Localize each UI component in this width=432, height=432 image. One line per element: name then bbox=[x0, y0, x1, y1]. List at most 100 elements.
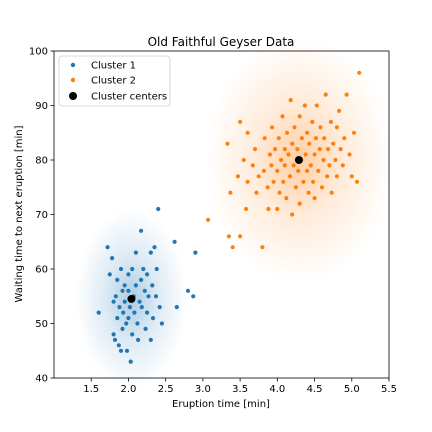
cluster-1-point bbox=[191, 294, 196, 299]
cluster-2-point bbox=[297, 114, 302, 119]
cluster-1-point bbox=[115, 316, 120, 321]
cluster-1-point bbox=[96, 310, 101, 315]
cluster-1-point bbox=[143, 326, 148, 331]
cluster-2-point bbox=[275, 206, 280, 212]
cluster-1-point bbox=[142, 288, 147, 293]
cluster-2-point bbox=[347, 152, 352, 157]
cluster-2-point bbox=[329, 190, 334, 195]
cluster-2-point bbox=[321, 157, 326, 163]
cluster-2-point bbox=[312, 196, 317, 201]
cluster-2-point bbox=[325, 147, 331, 152]
cluster-2-point bbox=[256, 174, 261, 179]
cluster-1-point bbox=[156, 206, 161, 212]
cluster-1-point bbox=[126, 272, 131, 277]
legend-marker-cluster-1 bbox=[70, 62, 76, 68]
cluster-1-point bbox=[126, 288, 131, 293]
cluster-2-point bbox=[245, 179, 250, 184]
cluster-1-point bbox=[124, 321, 129, 326]
cluster-2-point bbox=[276, 136, 281, 141]
cluster-1-point bbox=[118, 348, 124, 353]
cluster-2-point bbox=[287, 174, 293, 179]
cluster-2-point bbox=[262, 136, 267, 141]
cluster-2-point bbox=[301, 179, 306, 184]
cluster-2-point bbox=[260, 245, 265, 250]
cluster-1-point bbox=[174, 305, 179, 310]
cluster-2-point bbox=[322, 136, 327, 141]
cluster-1-point bbox=[113, 294, 118, 299]
y-tick-label: 40 bbox=[35, 374, 48, 385]
x-tick-label: 3.5 bbox=[232, 384, 248, 395]
cluster-2-point bbox=[292, 125, 297, 130]
cluster-2-point bbox=[252, 147, 258, 152]
cluster-2-point bbox=[225, 141, 230, 146]
cluster-2-point bbox=[226, 234, 231, 239]
legend-marker-cluster-2 bbox=[70, 77, 76, 83]
cluster-2-point bbox=[284, 130, 290, 135]
cluster-1-point bbox=[130, 332, 135, 337]
x-axis: 1.5 2.0 2.5 3.0 3.5 4.0 4.5 5.0 5.5 bbox=[83, 378, 397, 395]
cluster-1-point bbox=[118, 266, 124, 272]
cluster-2-point bbox=[331, 141, 336, 146]
cluster-2-point bbox=[338, 147, 343, 152]
cluster-2-point bbox=[342, 136, 347, 141]
cluster-2-point bbox=[261, 168, 266, 173]
cluster-2-point bbox=[270, 125, 275, 130]
cluster-2-point bbox=[279, 157, 284, 163]
cluster-1-point bbox=[127, 305, 132, 310]
y-tick-label: 90 bbox=[35, 101, 48, 112]
cluster-2-point bbox=[316, 168, 321, 173]
x-tick-label: 5.5 bbox=[381, 384, 397, 395]
cluster-1-point bbox=[115, 277, 120, 282]
cluster-2-point bbox=[284, 196, 289, 201]
cluster-2-point bbox=[295, 147, 300, 152]
cluster-center-1 bbox=[127, 294, 136, 303]
cluster-2-point bbox=[312, 152, 317, 157]
cluster-1-point bbox=[150, 316, 156, 321]
cluster-1-point bbox=[130, 266, 135, 272]
cluster-2-point bbox=[228, 190, 233, 195]
cluster-1-point bbox=[139, 305, 144, 310]
x-tick-label: 2.5 bbox=[158, 384, 174, 395]
cluster-2-point bbox=[271, 179, 276, 184]
cluster-1-point bbox=[148, 250, 153, 255]
y-axis: 40 50 60 70 80 90 100 bbox=[29, 47, 54, 385]
legend-label-cluster-1: Cluster 1 bbox=[91, 61, 136, 72]
cluster-2-point bbox=[286, 152, 291, 157]
cluster-2-point bbox=[337, 108, 342, 113]
cluster-2-point bbox=[277, 190, 282, 195]
cluster-2-point bbox=[308, 163, 313, 168]
cluster-2-point bbox=[266, 206, 271, 212]
cluster-1-point bbox=[132, 310, 137, 315]
cluster-2-point bbox=[293, 185, 298, 190]
cluster-1-point bbox=[116, 343, 121, 348]
x-axis-label: Eruption time [min] bbox=[172, 399, 270, 410]
cluster-1-point bbox=[128, 359, 133, 364]
cluster-2-point bbox=[281, 179, 286, 184]
legend: Cluster 1 Cluster 2 Cluster centers bbox=[58, 55, 171, 107]
cluster-1-point bbox=[172, 239, 177, 244]
x-tick-label: 2.0 bbox=[120, 384, 136, 395]
x-tick-label: 4.5 bbox=[307, 384, 323, 395]
x-tick-label: 1.5 bbox=[83, 384, 99, 395]
chart-title: Old Faithful Geyser Data bbox=[148, 35, 295, 49]
cluster-1-point bbox=[126, 316, 131, 321]
cluster-1-point bbox=[105, 245, 110, 250]
cluster-2-point bbox=[241, 157, 246, 163]
cluster-2-point bbox=[327, 163, 332, 168]
cluster-2-point bbox=[280, 114, 285, 119]
cluster-2-point bbox=[307, 141, 312, 146]
cluster-1-point bbox=[139, 228, 144, 233]
cluster-2-point bbox=[238, 234, 243, 239]
legend-label-centers: Cluster centers bbox=[91, 92, 167, 103]
cluster-2-point bbox=[302, 103, 307, 108]
x-tick-label: 5.0 bbox=[344, 384, 360, 395]
cluster-1-point bbox=[145, 272, 150, 277]
cluster-2-point bbox=[354, 179, 360, 184]
cluster-1-point bbox=[120, 288, 125, 293]
cluster-1-point bbox=[137, 299, 142, 304]
cluster-2-point bbox=[344, 92, 349, 97]
cluster-2-point bbox=[305, 168, 310, 173]
cluster-1-point bbox=[148, 337, 153, 342]
cluster-2-point bbox=[230, 245, 235, 250]
